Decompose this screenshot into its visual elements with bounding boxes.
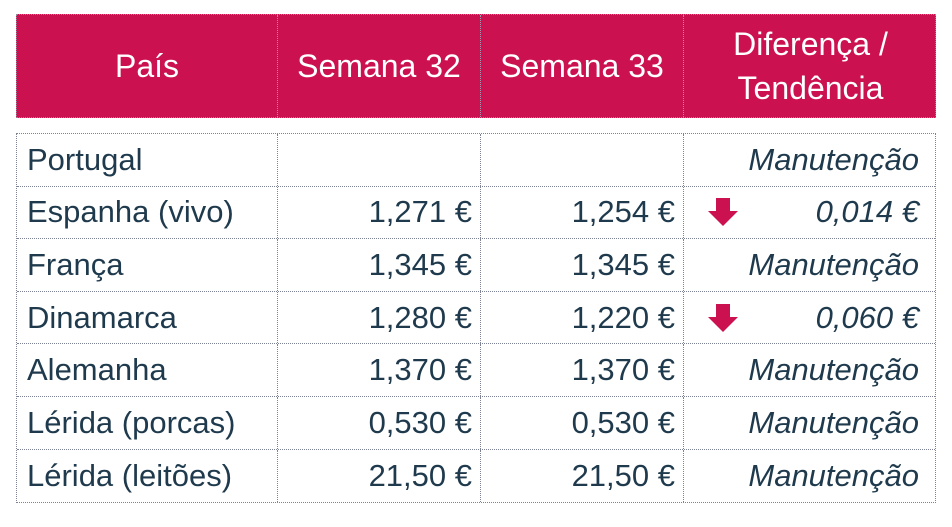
trend-value: Manutenção [748,352,919,388]
week33-cell: 0,530 € [481,396,684,449]
week32-cell: 1,271 € [278,186,481,239]
week33-cell: 1,254 € [481,186,684,239]
trend-value: Manutenção [748,457,919,493]
header-week32-label: Semana 32 [297,48,461,84]
table-row: Alemanha 1,370 € 1,370 € Manutenção [17,344,935,397]
table-row: Lérida (porcas) 0,530 € 0,530 € Manutenç… [17,396,937,450]
table-header: País Semana 32 Semana 33 Diferença / Ten… [16,14,936,118]
trend-value: Manutenção [748,141,919,177]
table-row: Portugal Manutenção [17,134,935,187]
week33-cell: 1,220 € [481,291,684,344]
trend-cell: Manutenção [684,239,937,291]
week32-cell: 0,530 € [278,396,481,449]
trend-cell: Manutenção [684,134,937,186]
table-row: Dinamarca 1,280 € 1,220 € 0,060 € [17,291,937,345]
country-cell: Dinamarca [17,291,278,344]
arrow-down-icon [706,302,740,334]
country-cell: Portugal [17,134,278,186]
header-country: País [17,15,278,117]
week33-cell: 1,370 € [481,344,684,396]
trend-value: 0,014 € [815,194,919,230]
week32-cell: 1,280 € [278,291,481,344]
header-difference-line2: Tendência [737,70,884,106]
week32-cell: 1,345 € [278,239,481,291]
week32-cell [278,134,481,186]
trend-value: Manutenção [748,404,919,440]
arrow-down-icon [706,196,740,228]
header-week32: Semana 32 [278,15,481,117]
trend-value: 0,060 € [815,299,919,335]
country-cell: Espanha (vivo) [17,186,278,239]
table-row: França 1,345 € 1,345 € Manutenção [17,239,935,292]
week32-cell: 1,370 € [278,344,481,396]
header-difference-line1: Diferença / [733,26,888,62]
table-row: Espanha (vivo) 1,271 € 1,254 € 0,014 € [17,186,937,240]
trend-cell: Manutenção [684,344,937,396]
week32-cell: 21,50 € [278,449,481,503]
price-table: Portugal Manutenção Espanha (vivo) 1,271… [16,133,936,503]
week33-cell [481,134,684,186]
trend-value: Manutenção [748,246,919,282]
table-row: Lérida (leitões) 21,50 € 21,50 € Manuten… [17,449,937,503]
header-difference: Diferença / Tendência [684,15,937,117]
header-week33-label: Semana 33 [500,48,664,84]
country-cell: Lérida (leitões) [17,449,278,503]
header-week33: Semana 33 [481,15,684,117]
country-cell: Lérida (porcas) [17,396,278,449]
trend-cell: Manutenção [684,397,937,449]
trend-cell: 0,060 € [684,292,937,344]
country-cell: Alemanha [17,344,278,396]
trend-cell: 0,014 € [684,187,937,239]
trend-cell: Manutenção [684,450,937,503]
country-cell: França [17,239,278,291]
week33-cell: 21,50 € [481,449,684,503]
header-country-label: País [114,48,180,84]
week33-cell: 1,345 € [481,239,684,291]
